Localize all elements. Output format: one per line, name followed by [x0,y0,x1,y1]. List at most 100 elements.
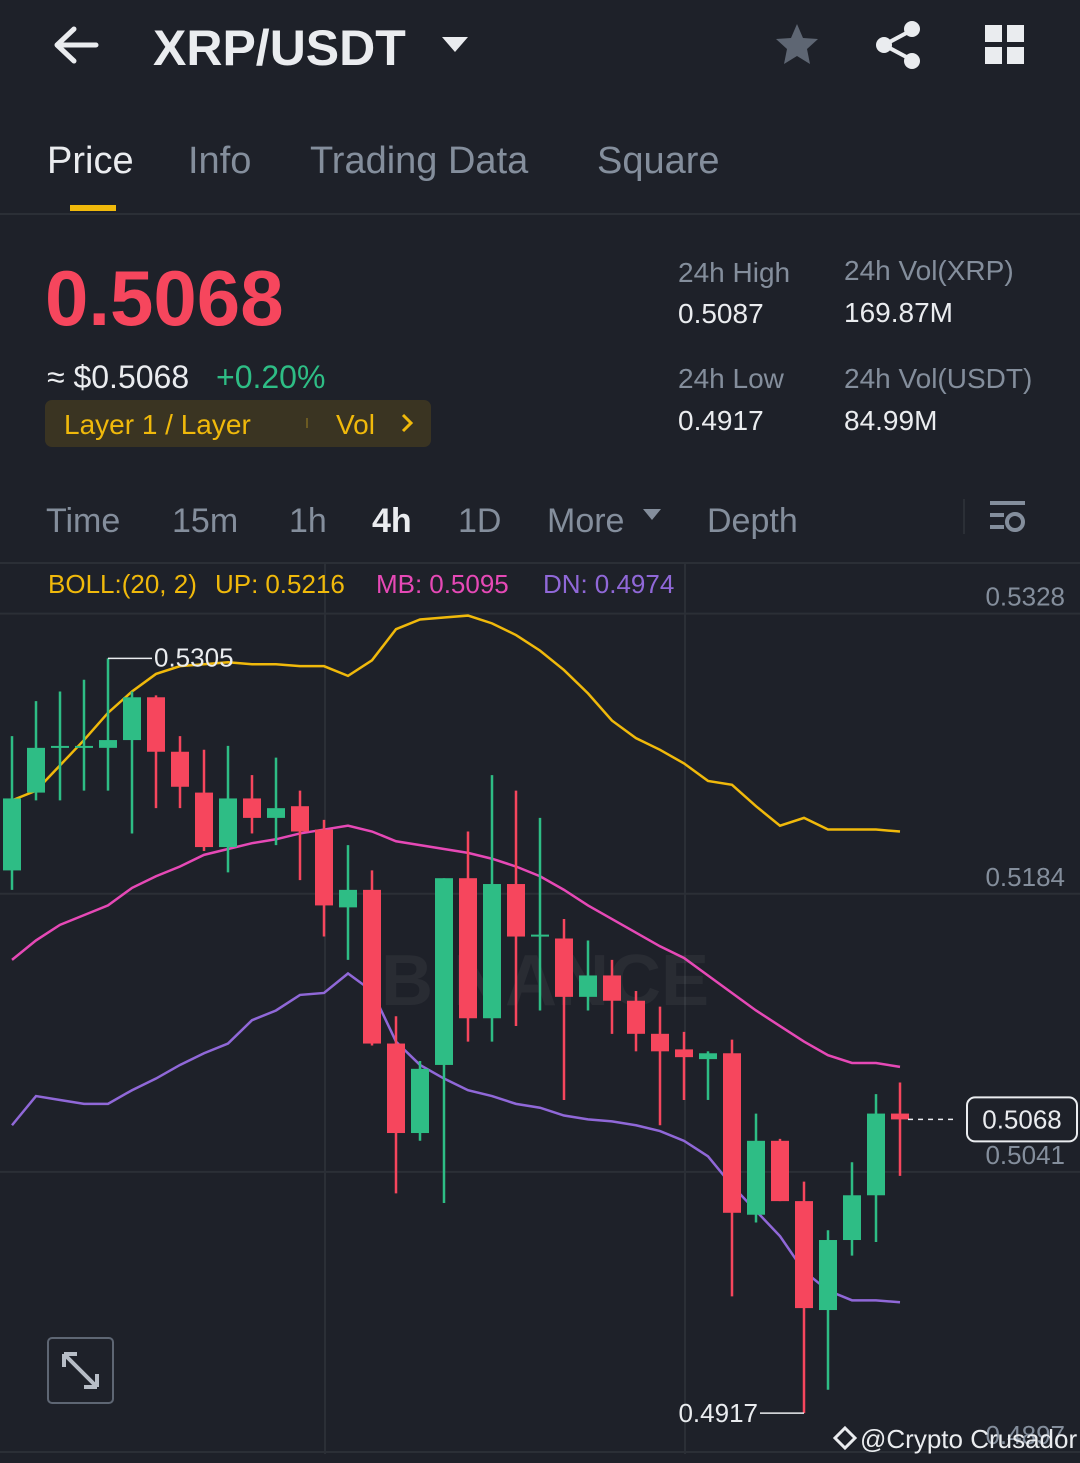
candle-body [3,798,21,871]
candle-body [531,934,549,937]
y-tick-label: 0.4897 [985,1420,1065,1450]
share-node [876,37,892,53]
settings-bar [990,501,1025,505]
grid-cell [985,25,1002,42]
y-tick-label: 0.5328 [985,582,1065,612]
legend-entry: UP: 0.5216 [215,569,345,599]
candle-body [675,1049,693,1058]
stat-value: 84.99M [844,405,937,436]
stat-value: 0.4917 [678,405,764,436]
candle-body [771,1140,789,1202]
tab[interactable]: Price [47,140,134,182]
candle-body [507,884,525,937]
tab[interactable]: Square [597,140,720,182]
candle-body [819,1240,837,1311]
watermark-icon [832,1425,858,1451]
legend-name: DN: [543,569,588,599]
price-box-label: 0.5068 [982,1104,1062,1134]
watermark: @Crypto Crusador [860,1424,1077,1454]
y-tick-label: 0.5041 [985,1140,1065,1170]
stat-value: 0.5087 [678,298,764,329]
menu-grid[interactable] [985,25,1024,64]
candle-body [603,975,621,1001]
y-tick-label: 0.5184 [985,862,1065,892]
legend-value: 0.5095 [429,569,509,599]
share-button[interactable] [876,21,920,69]
share-node [904,53,920,69]
candle-body [747,1140,765,1215]
candle-body [75,745,93,748]
candle-body [267,808,285,818]
candle-body [795,1201,813,1309]
candle-body [387,1043,405,1134]
candle-body [579,975,597,997]
tag-chevron [401,413,414,433]
candle-body [699,1053,717,1060]
grid-cell [1007,25,1024,42]
candle-body [27,747,45,793]
expand-frame [47,1337,114,1404]
candle-body [555,938,573,997]
tag-pill[interactable] [45,400,431,447]
expand-button[interactable] [47,1337,114,1404]
tab-indicator [70,205,116,211]
candle-body [195,792,213,848]
interval[interactable]: 1D [458,502,501,540]
favorite-star[interactable] [776,24,818,64]
candle-body [411,1068,429,1134]
candle-body [627,1000,645,1034]
interval[interactable]: Time [46,502,120,540]
settings-bar [990,513,1004,517]
stat-value: 169.87M [844,297,953,328]
legend-name: MB: [376,569,422,599]
candle-body [243,798,261,818]
share-node [904,21,920,37]
settings-bar [990,525,1004,529]
divider [0,562,1080,564]
interval[interactable]: 1h [289,502,327,540]
candle-body [723,1053,741,1213]
candle-body [315,829,333,906]
candle-body [171,751,189,787]
grid-cell [985,47,1002,64]
interval-active[interactable]: 4h [372,502,412,540]
legend-entry: DN: 0.4974 [543,569,674,599]
tab[interactable]: Trading Data [310,140,529,182]
interval[interactable]: Depth [707,502,798,540]
chart-settings[interactable] [990,501,1025,532]
tag-label: Layer 1 / Layer [64,409,251,440]
legend-value: 0.5216 [265,569,345,599]
candle-body [867,1113,885,1196]
divider [963,499,965,534]
legend-value: 0.4974 [595,569,675,599]
price-change: +0.20% [216,359,325,395]
back-arrow [54,26,99,64]
pair-title[interactable]: XRP/USDT [153,20,406,76]
divider [0,213,1080,215]
interval[interactable]: More [547,502,624,540]
candle-body [459,878,477,1019]
low-label: 0.4917 [678,1398,758,1428]
stat-label: 24h High [678,257,790,288]
candle-body [363,889,381,1044]
legend-name: UP: [215,569,258,599]
more-dropdown[interactable] [643,509,661,520]
stat-label: 24h Low [678,363,785,394]
grid-cell [1007,47,1024,64]
candle-body [435,878,453,1065]
back-button[interactable] [54,26,99,64]
interval[interactable]: 15m [172,502,238,540]
candle-body [651,1033,669,1052]
candle-body [219,798,237,848]
candle-body [147,697,165,752]
high-label: 0.5305 [154,642,234,672]
boll-line [11,614,901,833]
tab[interactable]: Info [188,140,251,182]
legend-entry: MB: 0.5095 [376,569,509,599]
pair-dropdown[interactable] [442,37,468,52]
candle-body [51,745,69,748]
boll-line [11,824,901,1069]
candle-body [291,806,309,832]
